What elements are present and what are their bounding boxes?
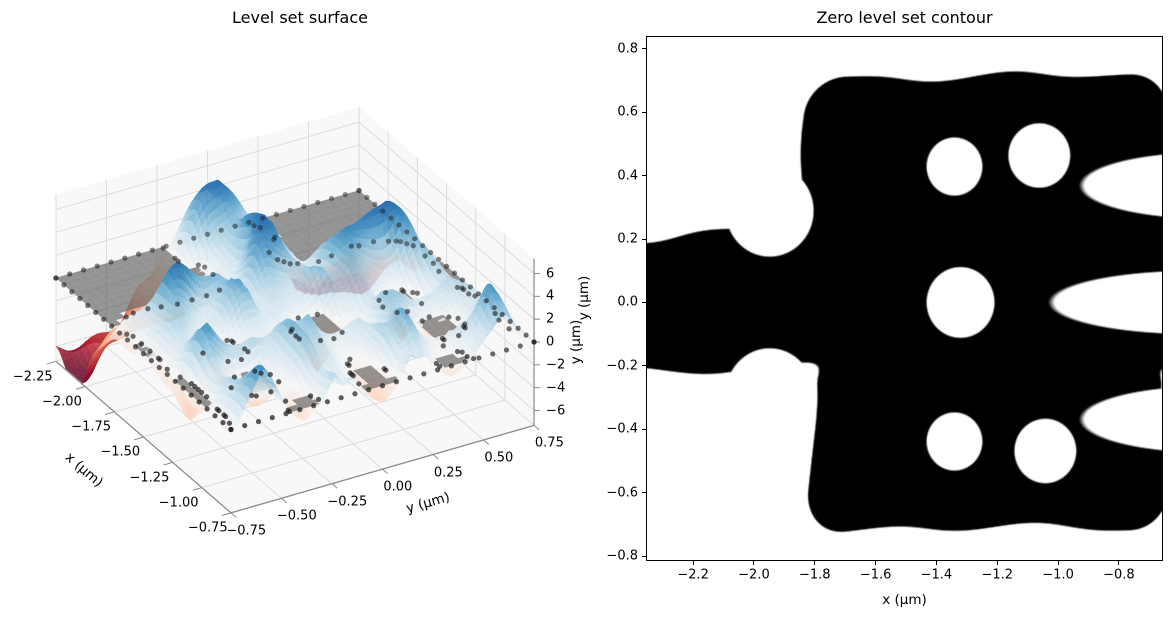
- surface-x-tick-label: −1.25: [129, 470, 170, 486]
- tick-mark: [996, 561, 998, 565]
- surface-x-tick-label: −1.50: [100, 444, 141, 460]
- surface-z-tick-label: 0: [546, 334, 555, 350]
- tick-mark: [814, 561, 816, 565]
- surface-y-tick-label: −0.75: [226, 523, 267, 539]
- tick-mark: [935, 561, 937, 565]
- contour-plot-canvas: [647, 37, 1162, 560]
- tick-mark: [753, 561, 755, 565]
- surface-z-tick-label: 6: [546, 266, 555, 282]
- contour-y-tick-label: −0.4: [606, 421, 638, 437]
- tick-mark: [642, 238, 646, 240]
- contour-x-tick-label: −1.8: [798, 567, 831, 583]
- surface-y-tick-label: 0.00: [383, 479, 413, 495]
- tick-mark: [642, 48, 646, 50]
- contour-x-tick-label: −1.4: [920, 567, 953, 583]
- surface-y-tick-label: 0.75: [534, 435, 564, 451]
- surface-x-tick-label: −1.00: [158, 495, 199, 511]
- surface-y-tick-label: 0.50: [484, 450, 514, 466]
- surface-x-tick-label: −2.00: [42, 394, 82, 410]
- tick-mark: [642, 175, 646, 177]
- contour-xaxis-label: x (μm): [882, 592, 927, 608]
- surface-x-tick-label: −1.75: [71, 419, 112, 435]
- tick-mark: [642, 301, 646, 303]
- tick-mark: [642, 555, 646, 557]
- surface-y-tick-label: 0.25: [433, 465, 463, 481]
- surface-z-tick-label: −2: [546, 357, 566, 373]
- contour-y-tick-label: 0.4: [617, 168, 638, 184]
- surface-z-tick-label: −4: [546, 380, 566, 396]
- surface-plot-canvas: [0, 0, 600, 623]
- tick-mark: [642, 111, 646, 113]
- contour-title: Zero level set contour: [816, 8, 993, 27]
- surface-z-tick-label: 4: [546, 288, 555, 304]
- tick-mark: [692, 561, 694, 565]
- tick-mark: [642, 365, 646, 367]
- surface-x-tick-label: −2.25: [12, 369, 53, 385]
- surface-z-tick-label: 2: [546, 311, 555, 327]
- contour-x-tick-label: −0.8: [1103, 567, 1135, 583]
- tick-mark: [1118, 561, 1120, 565]
- surface-title: Level set surface: [232, 8, 368, 27]
- contour-x-tick-label: −1.2: [981, 567, 1014, 583]
- surface-x-tick-label: −0.75: [187, 520, 228, 536]
- tick-mark: [642, 428, 646, 430]
- contour-y-tick-label: 0.8: [617, 41, 638, 57]
- contour-y-tick-label: −0.6: [606, 485, 638, 501]
- tick-mark: [642, 492, 646, 494]
- contour-y-tick-label: −0.8: [606, 548, 638, 564]
- surface-y-tick-label: −0.25: [327, 494, 368, 510]
- contour-y-tick-label: 0.6: [617, 104, 638, 120]
- contour-x-tick-label: −1.6: [859, 567, 892, 583]
- surface-z-tick-label: −6: [546, 403, 566, 419]
- tick-mark: [1057, 561, 1059, 565]
- surface-y-tick-label: −0.50: [276, 508, 317, 524]
- tick-mark: [875, 561, 877, 565]
- contour-x-tick-label: −2.0: [738, 567, 770, 583]
- contour-x-tick-label: −1.0: [1042, 567, 1074, 583]
- contour-axes: [646, 36, 1163, 561]
- contour-y-tick-label: 0.2: [617, 231, 638, 247]
- contour-x-tick-label: −2.2: [677, 567, 709, 583]
- contour-y-tick-label: 0.0: [617, 294, 638, 310]
- contour-y-tick-label: −0.2: [606, 358, 638, 374]
